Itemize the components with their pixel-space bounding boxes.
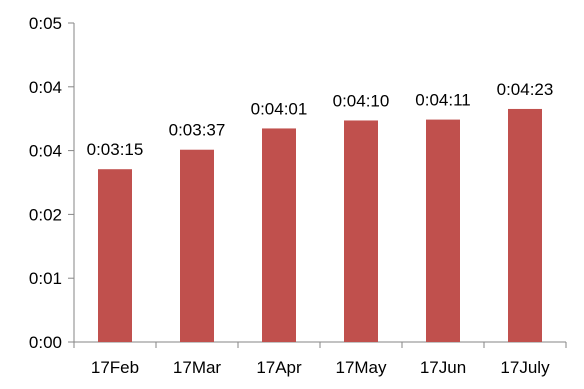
category-label: 17Apr [256,358,302,377]
category-label: 17July [500,358,550,377]
y-tick-label: 0:05 [29,14,62,33]
data-label: 0:03:37 [169,121,226,140]
category-label: 17Feb [91,358,139,377]
y-tick-label: 0:02 [29,205,62,224]
data-label: 0:04:11 [415,91,470,110]
bar-17Jun [426,119,460,342]
bar-17Mar [180,149,214,342]
data-label: 0:04:23 [497,80,554,99]
y-tick-label: 0:04 [29,78,62,97]
y-axis-ticks: 0:00 0:01 0:02 0:04 0:04 0:05 [29,14,74,352]
category-label: 17Jun [420,358,466,377]
y-tick-label: 0:01 [29,269,62,288]
data-label: 0:04:10 [333,91,390,110]
bar-17May [344,120,378,342]
bar-17July [508,108,542,342]
data-label: 0:04:01 [251,99,308,118]
category-labels: 17Feb 17Mar 17Apr 17May 17Jun 17July [91,358,550,377]
bar-series [98,108,542,342]
bar-17Feb [98,169,132,342]
y-tick-label: 0:04 [29,142,62,161]
x-axis-ticks [73,342,567,348]
y-tick-label: 0:00 [29,333,62,352]
bar-17Apr [262,128,296,342]
data-label: 0:03:15 [87,140,144,159]
data-labels: 0:03:15 0:03:37 0:04:01 0:04:10 0:04:11 0:04:… [87,80,554,159]
category-label: 17Mar [173,358,222,377]
category-label: 17May [335,358,387,377]
